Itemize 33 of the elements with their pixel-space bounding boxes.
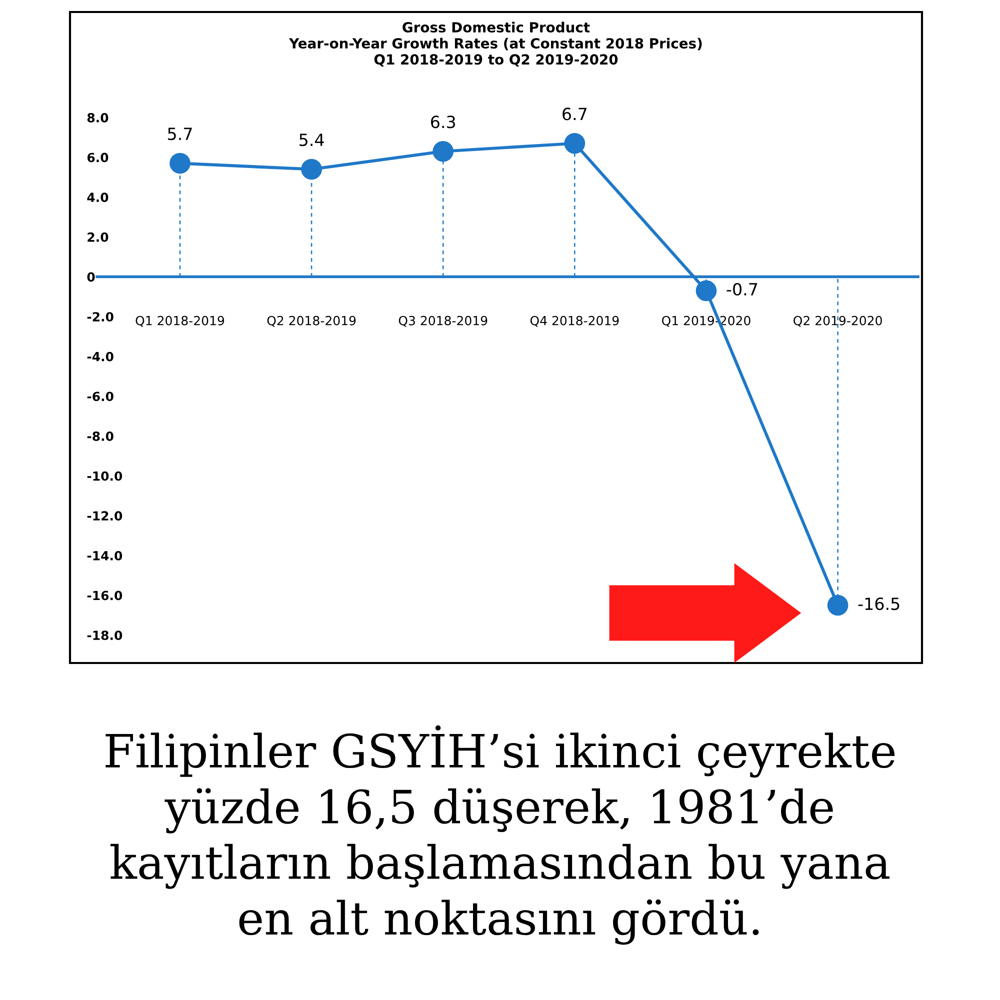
- y-tick-label: -2.0: [87, 312, 114, 322]
- y-tick-label: -12.0: [87, 511, 122, 521]
- y-tick-label: 4.0: [87, 192, 108, 202]
- data-label: 5.7: [168, 128, 192, 140]
- y-tick-label: -14.0: [87, 550, 122, 560]
- x-tick-label: Q3 2018-2019: [398, 316, 488, 327]
- point: [301, 158, 322, 180]
- data-label: 5.4: [300, 134, 324, 146]
- point: [432, 140, 454, 162]
- y-tick-label: -10.0: [87, 471, 122, 481]
- point: [696, 280, 717, 302]
- data-label: 6.3: [431, 116, 456, 128]
- text: Filipinler GSYİH’si ikinci çeyrekte yüzde 16,5 düşerek, 1981’de kayıtların başlamasından bu yana en alt noktasını gördü.: [106, 725, 895, 945]
- point: [827, 594, 848, 616]
- x-tick-label: Q1 2018-2019: [136, 316, 224, 327]
- data-label: 6.7: [562, 108, 587, 120]
- text: Gross Domestic Product Year-on-Year Growth Rates (at Constant 2018 Prices) Q1 2018-2019 to Q2 2019-2020: [288, 22, 702, 67]
- data-label: -16.5: [858, 597, 900, 610]
- y-tick-label: -4.0: [87, 352, 114, 362]
- y-tick-label: -8.0: [87, 432, 114, 441]
- y-tick-label: -18.0: [87, 630, 122, 640]
- y-tick-label: 0: [87, 272, 95, 282]
- data-label: -0.7: [726, 282, 758, 296]
- x-tick-label: Q4 2018-2019: [530, 316, 619, 327]
- point: [170, 152, 190, 174]
- y-tick-label: 6.0: [87, 152, 108, 162]
- y-tick-label: 2.0: [88, 232, 108, 242]
- y-tick-label: -16.0: [87, 590, 122, 600]
- x-tick-label: Q2 2019-2020: [794, 316, 882, 327]
- y-tick-label: -6.0: [87, 392, 114, 402]
- point: [564, 132, 586, 154]
- y-tick-label: 8.0: [87, 112, 108, 122]
- x-tick-label: Q2 2018-2019: [267, 316, 356, 327]
